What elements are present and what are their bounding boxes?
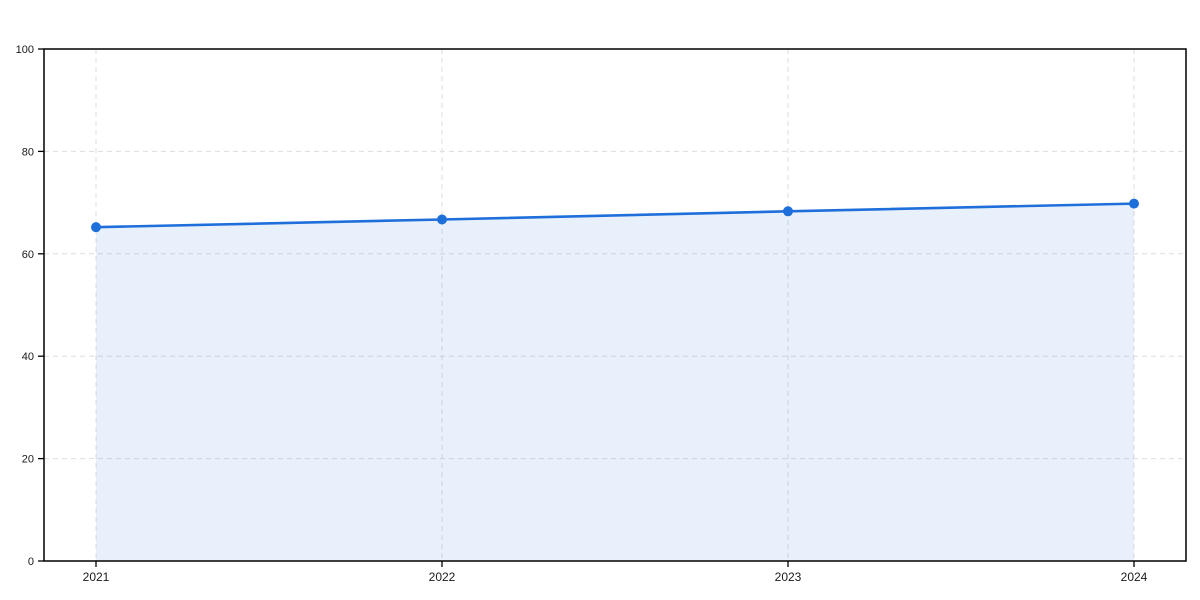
data-point [91,222,101,233]
data-point [437,214,447,225]
x-tick-label: 2024 [1121,570,1148,584]
y-tick-label: 0 [28,556,34,568]
plot-frame [43,48,1187,562]
x-tick-label: 2022 [429,570,456,584]
x-tick-label: 2021 [83,570,110,584]
y-tick-label: 20 [22,454,34,466]
trend-line [94,202,1136,229]
x-tick-label: 2023 [775,570,802,584]
data-point [783,206,793,217]
data-point [1129,198,1139,209]
y-tick-label: 80 [22,146,34,158]
y-tick-label: 40 [22,351,34,363]
y-tick-label: 100 [16,44,34,56]
y-tick-label: 60 [22,249,34,261]
area-fill [96,203,1134,561]
